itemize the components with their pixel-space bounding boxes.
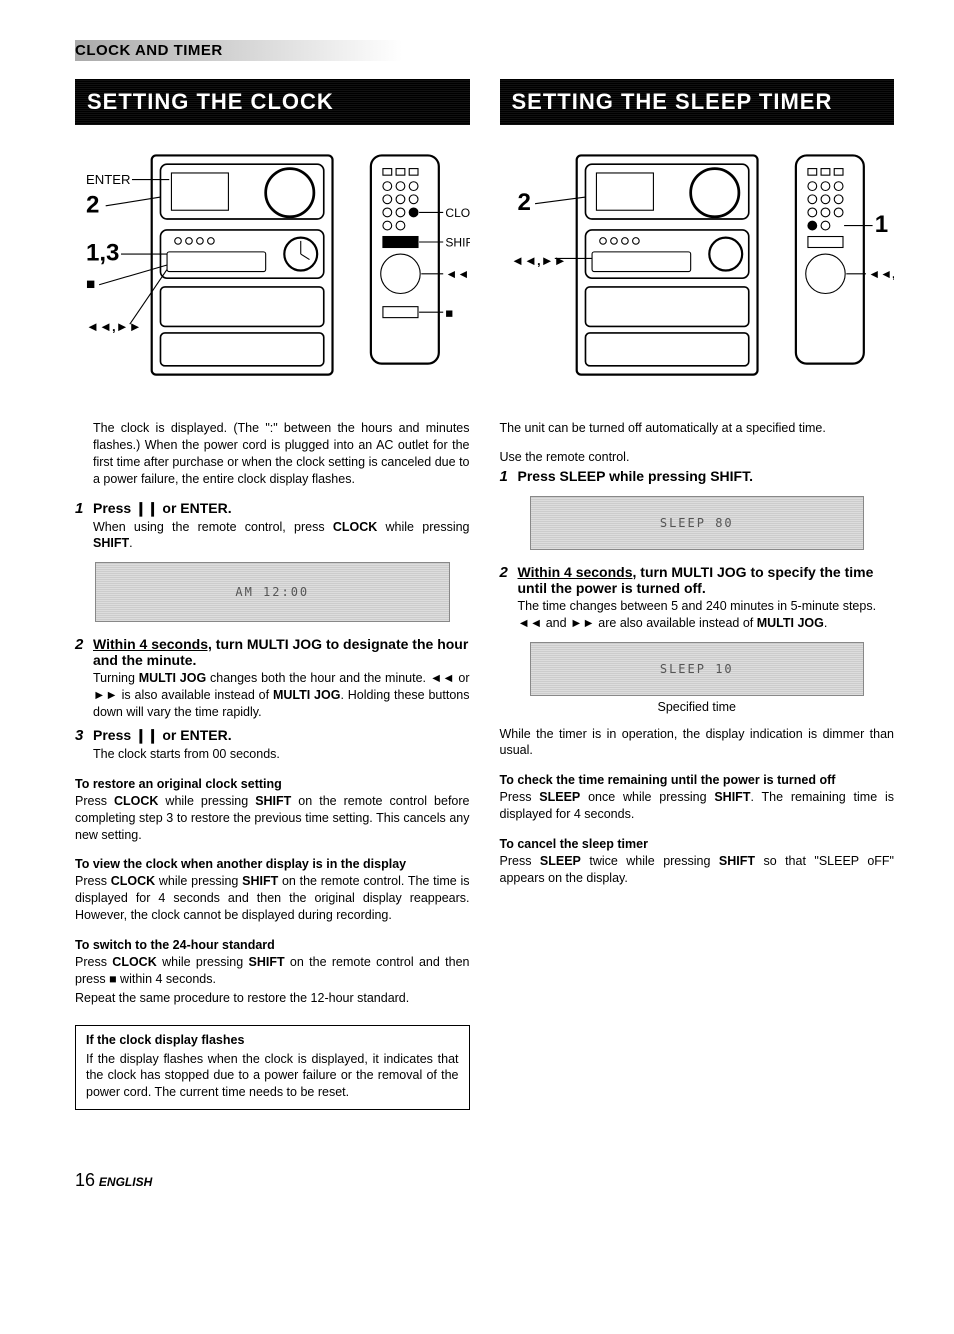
cancel-desc: Press SLEEP twice while pressing SHIFT s… bbox=[500, 853, 895, 887]
svg-text:◄◄,►►: ◄◄,►► bbox=[445, 267, 469, 281]
svg-text:◄◄,►►: ◄◄,►► bbox=[86, 319, 142, 334]
svg-text:1: 1 bbox=[874, 211, 887, 238]
diagram-sleep: 2 ◄◄,►► 1 ◄◄,►► bbox=[500, 143, 895, 398]
24h-desc: Press CLOCK while pressing SHIFT on the … bbox=[75, 954, 470, 988]
subhead-restore: To restore an original clock setting bbox=[75, 777, 470, 791]
step1-desc: When using the remote control, press CLO… bbox=[93, 519, 470, 553]
intro-sleep: The unit can be turned off automatically… bbox=[500, 420, 895, 437]
inset-flash: If the clock display flashes If the disp… bbox=[75, 1025, 470, 1111]
svg-text:2: 2 bbox=[517, 189, 530, 216]
subhead-check: To check the time remaining until the po… bbox=[500, 773, 895, 787]
subhead-24h: To switch to the 24-hour standard bbox=[75, 938, 470, 952]
r-step-2: 2 Within 4 seconds, turn MULTI JOG to sp… bbox=[500, 564, 895, 632]
step3-title: Press ❙❙ or ENTER. bbox=[93, 727, 470, 744]
r-step-1: 1 Press SLEEP while pressing SHIFT. bbox=[500, 468, 895, 486]
left-banner: SETTING THE CLOCK bbox=[75, 79, 470, 125]
display-sleep-1: SLEEP 80 bbox=[530, 496, 865, 550]
step-num: 2 bbox=[500, 564, 518, 632]
display-clock-1: AM 12:00 bbox=[95, 562, 450, 622]
step2-title: Within 4 seconds, turn MULTI JOG to desi… bbox=[93, 636, 470, 668]
svg-text:◄◄,►►: ◄◄,►► bbox=[868, 267, 894, 281]
step-num: 3 bbox=[75, 727, 93, 763]
while-timer: While the timer is in operation, the dis… bbox=[500, 726, 895, 760]
svg-text:■: ■ bbox=[445, 306, 453, 321]
use-remote: Use the remote control. bbox=[500, 449, 895, 466]
step-num: 1 bbox=[75, 500, 93, 553]
stereo-diagram-icon: ENTER 2 1,3 ■ ◄◄,►► CLOCK SHIFT ◄◄,►► ■ bbox=[75, 143, 470, 398]
svg-text:■: ■ bbox=[86, 276, 95, 293]
svg-text:SHIFT: SHIFT bbox=[445, 235, 469, 249]
svg-text:2: 2 bbox=[86, 191, 99, 218]
step3-desc: The clock starts from 00 seconds. bbox=[93, 746, 470, 763]
step-3: 3 Press ❙❙ or ENTER. The clock starts fr… bbox=[75, 727, 470, 763]
intro-para: The clock is displayed. (The ":" between… bbox=[75, 420, 470, 488]
step-1: 1 Press ❙❙ or ENTER. When using the remo… bbox=[75, 500, 470, 553]
spec-time-caption: Specified time bbox=[500, 700, 895, 714]
columns: SETTING THE CLOCK bbox=[75, 79, 894, 1110]
step1-title: Press ❙❙ or ENTER. bbox=[93, 500, 470, 517]
page-number: 16 ENGLISH bbox=[75, 1170, 894, 1191]
restore-desc: Press CLOCK while pressing SHIFT on the … bbox=[75, 793, 470, 844]
inset-desc: If the display flashes when the clock is… bbox=[86, 1051, 459, 1102]
rstep2-title: Within 4 seconds, turn MULTI JOG to spec… bbox=[518, 564, 895, 596]
rstep2-desc: The time changes between 5 and 240 minut… bbox=[518, 598, 895, 615]
svg-text:ENTER: ENTER bbox=[86, 172, 131, 187]
diagram-clock: ENTER 2 1,3 ■ ◄◄,►► CLOCK SHIFT ◄◄,►► ■ bbox=[75, 143, 470, 398]
svg-text:◄◄,►►: ◄◄,►► bbox=[510, 253, 566, 268]
check-desc: Press SLEEP once while pressing SHIFT. T… bbox=[500, 789, 895, 823]
svg-text:CLOCK: CLOCK bbox=[445, 206, 469, 220]
subhead-cancel: To cancel the sleep timer bbox=[500, 837, 895, 851]
step-2: 2 Within 4 seconds, turn MULTI JOG to de… bbox=[75, 636, 470, 721]
display-sleep-2: SLEEP 10 bbox=[530, 642, 865, 696]
view-desc: Press CLOCK while pressing SHIFT on the … bbox=[75, 873, 470, 924]
svg-text:1,3: 1,3 bbox=[86, 240, 120, 267]
step-num: 1 bbox=[500, 468, 518, 486]
step-num: 2 bbox=[75, 636, 93, 721]
left-column: SETTING THE CLOCK bbox=[75, 79, 470, 1110]
rstep2-desc2: ◄◄ and ►► are also available instead of … bbox=[518, 615, 895, 632]
section-title: CLOCK AND TIMER bbox=[75, 40, 894, 61]
page: CLOCK AND TIMER SETTING THE CLOCK bbox=[0, 0, 954, 1221]
subhead-view: To view the clock when another display i… bbox=[75, 857, 470, 871]
stereo-diagram-icon: 2 ◄◄,►► 1 ◄◄,►► bbox=[500, 143, 895, 398]
right-banner: SETTING THE SLEEP TIMER bbox=[500, 79, 895, 125]
24h-desc2: Repeat the same procedure to restore the… bbox=[75, 990, 470, 1007]
inset-title: If the clock display flashes bbox=[86, 1032, 459, 1049]
right-column: SETTING THE SLEEP TIMER bbox=[500, 79, 895, 1110]
rstep1-title: Press SLEEP while pressing SHIFT. bbox=[518, 468, 895, 484]
step2-desc: Turning MULTI JOG changes both the hour … bbox=[93, 670, 470, 721]
